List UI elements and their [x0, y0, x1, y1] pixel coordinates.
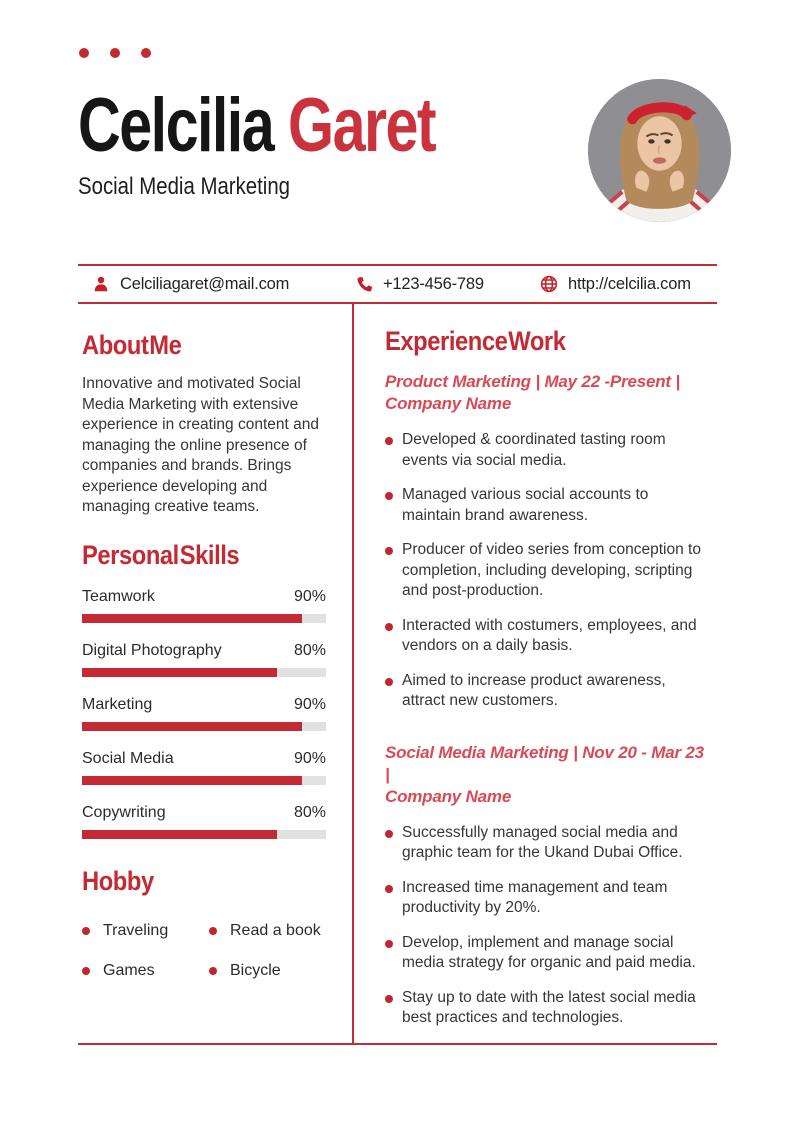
person-icon: [94, 276, 108, 292]
skills-list: Teamwork 90% Digital Photography 80%: [82, 588, 326, 839]
bullet-item: Developed & coordinated tasting room eve…: [385, 430, 707, 471]
hobby-label: Bicycle: [230, 961, 281, 979]
header: Celcilia Garet Social Media Marketing: [78, 88, 598, 202]
globe-icon: [540, 275, 558, 293]
experience-job: Product Marketing | May 22 -Present | Com…: [385, 371, 711, 712]
skill-row: Digital Photography 80%: [82, 642, 326, 677]
job-title: Product Marketing | May 22 -Present | Com…: [385, 371, 711, 415]
content-columns: About Me Innovative and motivated Social…: [78, 304, 717, 1045]
website-text: http://celcilia.com: [568, 274, 691, 293]
job-title-line: Company Name: [385, 786, 512, 806]
contact-website: http://celcilia.com: [540, 266, 691, 302]
skill-label: Digital Photography: [82, 641, 222, 659]
skill-row: Teamwork 90%: [82, 588, 326, 623]
skill-row: Social Media 90%: [82, 750, 326, 785]
bullet-item: Successfully managed social media and gr…: [385, 823, 707, 864]
skill-label: Social Media: [82, 749, 174, 767]
hobby-section: Hobby Traveling Read a book Games Bicycl…: [82, 866, 326, 980]
contact-bar: Celciliagaret@mail.com +123-456-789 http…: [78, 264, 717, 304]
job-title-line: Company Name: [385, 394, 512, 413]
left-column: About Me Innovative and motivated Social…: [78, 304, 354, 1043]
skill-bar-track: [82, 775, 326, 785]
bullet-item: Interacted with costumers, employees, an…: [385, 616, 707, 657]
skill-label: Teamwork: [82, 587, 155, 605]
hobby-item: Traveling: [82, 922, 209, 940]
job-title: Social Media Marketing | Nov 20 - Mar 23…: [385, 742, 711, 808]
about-text: Innovative and motivated Social Media Ma…: [82, 375, 319, 515]
hobby-item: Games: [82, 962, 209, 980]
right-column: Experience Work Product Marketing | May …: [354, 304, 717, 1043]
skill-label: Copywriting: [82, 803, 166, 821]
hobby-list: Traveling Read a book Games Bicycle: [82, 922, 326, 980]
skill-value: 80%: [293, 803, 326, 821]
skill-bar-track: [82, 667, 326, 677]
job-title-line: Social Media Marketing | Nov 20 - Mar 23…: [385, 742, 704, 784]
skill-bar-fill: [82, 721, 302, 731]
bullet-item: Develop, implement and manage social med…: [385, 933, 707, 974]
skill-bar-fill: [82, 613, 302, 623]
experience-job: Social Media Marketing | Nov 20 - Mar 23…: [385, 742, 711, 1029]
bullet-item: Increased time management and team produ…: [385, 878, 707, 919]
person-name: Celcilia Garet: [78, 88, 437, 164]
dot-icon: [141, 48, 151, 58]
skills-title: Personal Skills: [82, 539, 240, 570]
experience-title: Experience Work: [385, 326, 566, 356]
skill-value: 80%: [293, 641, 326, 659]
last-name: Garet: [288, 83, 437, 168]
skill-row: Copywriting 80%: [82, 804, 326, 839]
dot-icon: [110, 48, 120, 58]
job-title-line: Product Marketing | May 22 -Present |: [385, 372, 680, 391]
bullet-item: Stay up to date with the latest social m…: [385, 988, 707, 1029]
hobby-label: Traveling: [103, 921, 169, 939]
skill-bar-track: [82, 829, 326, 839]
hobby-item: Read a book: [209, 922, 326, 940]
avatar-illustration: [588, 79, 731, 222]
hobby-label: Read a book: [230, 921, 321, 939]
hobby-label: Games: [103, 961, 155, 979]
phone-text: +123-456-789: [383, 274, 484, 293]
bullet-dot-icon: [82, 966, 90, 975]
about-title: About Me: [82, 330, 182, 360]
phone-icon: [357, 276, 372, 292]
bullet-dot-icon: [209, 926, 217, 935]
bullet-dot-icon: [82, 926, 90, 935]
hobby-title: Hobby: [82, 865, 154, 896]
contact-email: Celciliagaret@mail.com: [92, 266, 289, 302]
bullet-dot-icon: [209, 966, 217, 975]
job-subtitle: Social Media Marketing: [78, 173, 291, 200]
job-bullets: Developed & coordinated tasting room eve…: [385, 430, 711, 712]
email-text: Celciliagaret@mail.com: [120, 274, 290, 293]
first-name: Celcilia: [78, 83, 275, 168]
bullet-item: Managed various social accounts to maint…: [385, 485, 707, 526]
skill-bar-fill: [82, 775, 302, 785]
bullet-item: Producer of video series from conception…: [385, 540, 707, 602]
hobby-item: Bicycle: [209, 962, 326, 980]
contact-phone: +123-456-789: [356, 266, 484, 302]
about-section: About Me Innovative and motivated Social…: [82, 330, 326, 518]
skill-value: 90%: [293, 695, 326, 713]
skill-value: 90%: [293, 749, 326, 767]
skills-section: Personal Skills Teamwork 90% Digital Pho…: [82, 540, 326, 839]
skill-bar-fill: [82, 829, 278, 839]
skill-label: Marketing: [82, 695, 153, 713]
profile-photo: [588, 79, 731, 222]
skill-bar-track: [82, 613, 326, 623]
skill-value: 90%: [293, 587, 326, 605]
skill-bar-track: [82, 721, 326, 731]
bullet-item: Aimed to increase product awareness, att…: [385, 671, 707, 712]
skill-row: Marketing 90%: [82, 696, 326, 731]
job-bullets: Successfully managed social media and gr…: [385, 823, 711, 1029]
skill-bar-fill: [82, 667, 278, 677]
decoration-dots: [79, 48, 151, 58]
dot-icon: [79, 48, 89, 58]
